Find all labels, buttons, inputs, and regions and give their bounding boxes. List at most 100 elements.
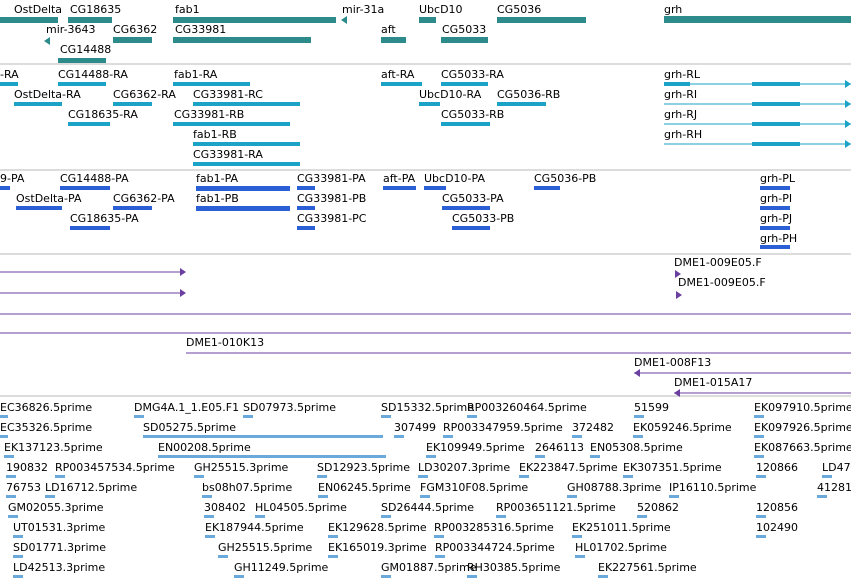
clone-label[interactable]: DME1-008F13	[634, 356, 711, 369]
est-bar[interactable]	[134, 415, 144, 418]
est-bar[interactable]	[143, 435, 383, 438]
transcript-label[interactable]: CG5036-RB	[497, 88, 560, 101]
gene-bar[interactable]	[419, 17, 436, 23]
transcript-bar[interactable]	[193, 162, 300, 166]
est-label[interactable]: RP003285316.5prime	[434, 521, 554, 534]
clone-label[interactable]: DME1-015A17	[674, 376, 752, 389]
transcript-bar[interactable]	[173, 82, 250, 86]
protein-label[interactable]: grh-PL	[760, 172, 796, 185]
transcript-bar[interactable]	[497, 102, 546, 106]
est-bar[interactable]	[0, 415, 8, 418]
est-bar[interactable]	[822, 475, 832, 478]
protein-label[interactable]: OstDelta-PA	[16, 192, 82, 205]
est-bar[interactable]	[634, 415, 644, 418]
transcript-label[interactable]: CG6362-RA	[113, 88, 176, 101]
protein-label[interactable]: CG18635-PA	[70, 212, 139, 225]
est-label[interactable]: RP003344724.5prime	[435, 541, 555, 554]
est-bar[interactable]	[6, 495, 16, 498]
est-bar[interactable]	[637, 515, 647, 518]
est-bar[interactable]	[381, 575, 391, 578]
est-bar[interactable]	[519, 475, 529, 478]
est-label[interactable]: SD12923.5prime	[317, 461, 410, 474]
transcript-bar[interactable]	[113, 102, 152, 106]
est-bar[interactable]	[158, 455, 386, 458]
est-label[interactable]: EK251011.5prime	[572, 521, 671, 534]
transcript-label[interactable]: CG33981-RB	[174, 108, 244, 121]
est-bar[interactable]	[0, 435, 8, 438]
est-label[interactable]: 102490	[756, 521, 798, 534]
est-bar[interactable]	[204, 515, 214, 518]
transcript-label[interactable]: CG33981-RC	[193, 88, 263, 101]
clone-label[interactable]: DME1-009E05.F	[674, 256, 762, 269]
protein-bar[interactable]	[297, 226, 315, 230]
est-label[interactable]: 51599	[634, 401, 669, 414]
protein-bar[interactable]	[196, 206, 290, 211]
gene-label[interactable]: CG5033	[442, 23, 486, 36]
gene-label[interactable]: grh	[664, 3, 682, 16]
transcript-label[interactable]: fab1-RB	[193, 128, 237, 141]
est-label[interactable]: GH08788.3prime	[567, 481, 662, 494]
protein-label[interactable]: 9-PA	[0, 172, 25, 185]
est-label[interactable]: EK307351.5prime	[623, 461, 722, 474]
transcript-bar[interactable]	[752, 102, 800, 106]
gene-label[interactable]: OstDelta	[14, 3, 62, 16]
gene-label[interactable]: CG33981	[175, 23, 226, 36]
est-label[interactable]: EC35326.5prime	[0, 421, 92, 434]
est-bar[interactable]	[317, 475, 327, 478]
est-bar[interactable]	[754, 435, 764, 438]
protein-label[interactable]: CG14488-PA	[60, 172, 129, 185]
est-label[interactable]: 120866	[756, 461, 798, 474]
est-bar[interactable]	[572, 535, 582, 538]
transcript-label[interactable]: grh-RL	[664, 68, 701, 81]
est-label[interactable]: 412810	[817, 481, 851, 494]
gene-bar[interactable]	[441, 37, 488, 43]
est-label[interactable]: EN05308.5prime	[590, 441, 683, 454]
est-label[interactable]: 307499	[394, 421, 436, 434]
est-label[interactable]: 308402	[204, 501, 246, 514]
protein-label[interactable]: fab1-PA	[196, 172, 238, 185]
est-bar[interactable]	[669, 495, 679, 498]
gene-bar[interactable]	[173, 17, 336, 23]
est-label[interactable]: RP003260464.5prime	[467, 401, 587, 414]
protein-bar[interactable]	[297, 206, 315, 210]
est-label[interactable]: LD16712.5prime	[45, 481, 137, 494]
gene-bar[interactable]	[58, 58, 106, 63]
est-label[interactable]: RP003347959.5prime	[443, 421, 563, 434]
est-bar[interactable]	[817, 495, 827, 498]
est-bar[interactable]	[435, 555, 445, 558]
est-label[interactable]: IP16110.5prime	[669, 481, 757, 494]
protein-label[interactable]: aft-PA	[383, 172, 416, 185]
est-bar[interactable]	[598, 575, 608, 578]
est-bar[interactable]	[13, 575, 23, 578]
gene-bar[interactable]	[497, 17, 586, 23]
transcript-label[interactable]: grh-RJ	[664, 108, 697, 121]
est-label[interactable]: EK059246.5prime	[633, 421, 732, 434]
est-bar[interactable]	[255, 515, 265, 518]
est-bar[interactable]	[434, 535, 444, 538]
protein-bar[interactable]	[760, 226, 790, 230]
est-label[interactable]: 2646113	[535, 441, 584, 454]
est-label[interactable]: EN06245.5prime	[318, 481, 411, 494]
est-bar[interactable]	[426, 455, 436, 458]
transcript-bar[interactable]	[68, 122, 110, 126]
est-bar[interactable]	[55, 475, 65, 478]
transcript-label[interactable]: aft-RA	[381, 68, 415, 81]
protein-bar[interactable]	[196, 186, 290, 191]
est-bar[interactable]	[754, 455, 764, 458]
est-bar[interactable]	[381, 515, 391, 518]
est-label[interactable]: HL04505.5prime	[255, 501, 347, 514]
protein-bar[interactable]	[760, 245, 790, 249]
gene-bar[interactable]	[173, 37, 311, 43]
transcript-bar[interactable]	[419, 102, 440, 106]
clone-label[interactable]: DME1-010K13	[186, 336, 264, 349]
est-label[interactable]: SD05275.5prime	[143, 421, 236, 434]
est-bar[interactable]	[45, 495, 55, 498]
est-label[interactable]: EK165019.3prime	[328, 541, 427, 554]
protein-bar[interactable]	[70, 226, 110, 230]
protein-bar[interactable]	[60, 186, 110, 190]
transcript-label[interactable]: grh-RH	[664, 128, 702, 141]
transcript-bar[interactable]	[441, 82, 488, 86]
transcript-bar[interactable]	[664, 82, 690, 86]
transcript-label[interactable]: OstDelta-RA	[14, 88, 81, 101]
